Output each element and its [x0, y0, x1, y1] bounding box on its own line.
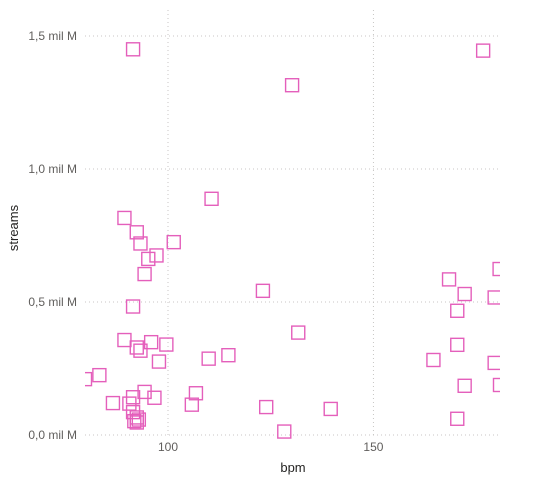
data-points[interactable] [79, 42, 507, 439]
x-axis-title: bpm [280, 460, 305, 475]
data-point[interactable] [129, 225, 144, 240]
data-point[interactable] [487, 290, 501, 305]
data-point[interactable] [492, 377, 507, 393]
data-point[interactable] [475, 43, 491, 58]
data-point[interactable] [141, 251, 156, 267]
y-tick-label: 0,0 mil M [28, 428, 77, 442]
data-point[interactable] [147, 390, 162, 405]
x-tick-label: 100 [158, 440, 178, 454]
data-point[interactable] [184, 397, 200, 412]
data-point[interactable] [129, 415, 144, 430]
data-point[interactable] [221, 348, 236, 363]
data-point[interactable] [255, 283, 271, 299]
data-point[interactable] [450, 303, 465, 318]
data-point[interactable] [122, 396, 137, 411]
data-point[interactable] [441, 272, 457, 287]
data-point[interactable] [129, 340, 144, 355]
y-axis-title: streams [6, 204, 21, 251]
data-point[interactable] [125, 404, 141, 420]
data-point[interactable] [204, 191, 219, 206]
data-point[interactable] [487, 355, 501, 371]
data-point[interactable] [133, 236, 148, 251]
data-point[interactable] [151, 354, 167, 369]
data-point[interactable] [117, 210, 132, 226]
x-tick-label: 150 [363, 440, 383, 454]
gridlines [85, 10, 500, 436]
data-point[interactable] [259, 399, 274, 415]
data-point[interactable] [125, 42, 141, 57]
data-point[interactable] [149, 248, 164, 263]
data-point[interactable] [117, 332, 132, 348]
data-point[interactable] [133, 343, 148, 358]
data-point[interactable] [323, 401, 338, 417]
data-point[interactable] [79, 371, 93, 387]
x-axis-ticks: 100 150 [158, 440, 384, 454]
data-point[interactable] [137, 266, 152, 282]
data-point[interactable] [188, 386, 204, 401]
y-axis-ticks: 0,0 mil M 0,5 mil M 1,0 mil M 1,5 mil M [28, 29, 77, 442]
data-point[interactable] [457, 286, 472, 302]
data-point[interactable] [131, 412, 147, 427]
data-point[interactable] [159, 337, 174, 352]
data-point[interactable] [450, 337, 465, 353]
data-point[interactable] [457, 378, 472, 393]
data-point[interactable] [284, 78, 300, 93]
data-point[interactable] [92, 367, 107, 383]
data-point[interactable] [166, 234, 181, 250]
data-point[interactable] [291, 325, 306, 340]
data-point[interactable] [105, 395, 121, 411]
data-point[interactable] [127, 413, 142, 429]
y-tick-label: 0,5 mil M [28, 295, 77, 309]
data-point[interactable] [201, 351, 216, 366]
data-point[interactable] [492, 261, 506, 277]
data-point[interactable] [450, 411, 465, 426]
data-point[interactable] [125, 299, 141, 314]
data-point[interactable] [426, 352, 441, 368]
y-tick-label: 1,5 mil M [28, 29, 77, 43]
data-point[interactable] [277, 424, 292, 439]
y-tick-label: 1,0 mil M [28, 162, 77, 176]
data-point[interactable] [143, 334, 159, 350]
